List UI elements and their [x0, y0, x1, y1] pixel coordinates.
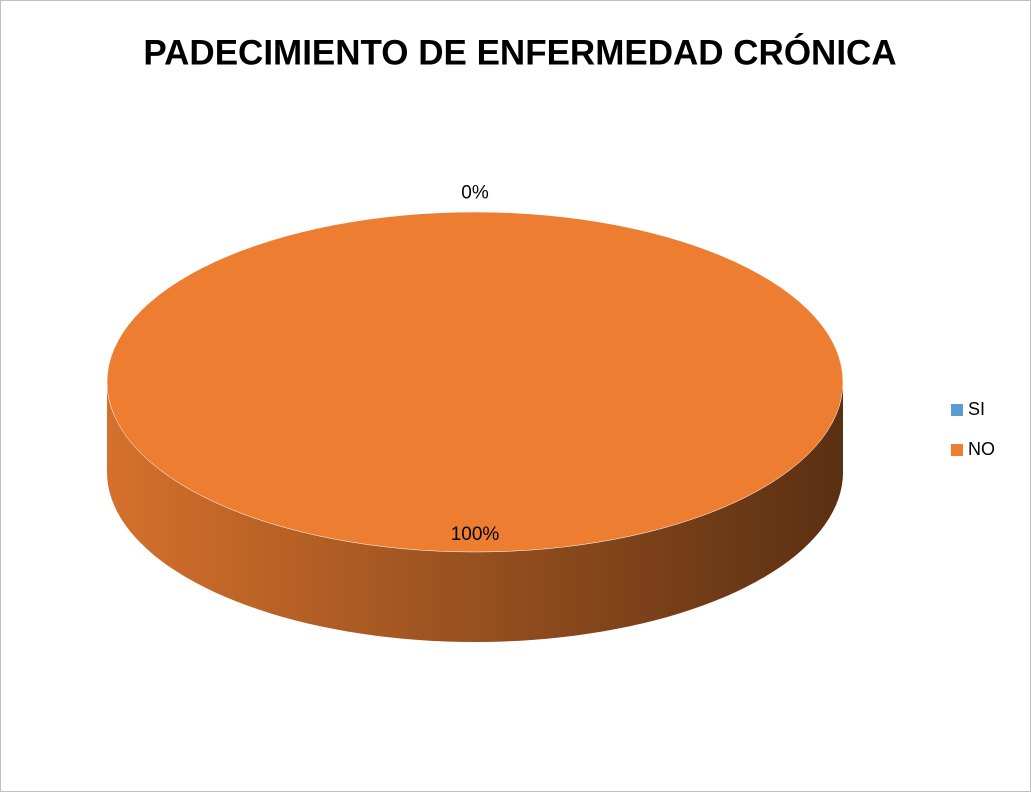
legend-swatch: [951, 404, 963, 416]
legend-label: SI: [968, 399, 985, 419]
chart-title: PADECIMIENTO DE ENFERMEDAD CRÓNICA: [143, 32, 896, 72]
legend-label: NO: [968, 439, 995, 459]
data-label: 0%: [461, 182, 489, 203]
side-shade: [107, 382, 843, 642]
data-label: 100%: [451, 524, 500, 545]
legend-swatch: [951, 444, 963, 456]
pie-slice: [106, 211, 844, 553]
